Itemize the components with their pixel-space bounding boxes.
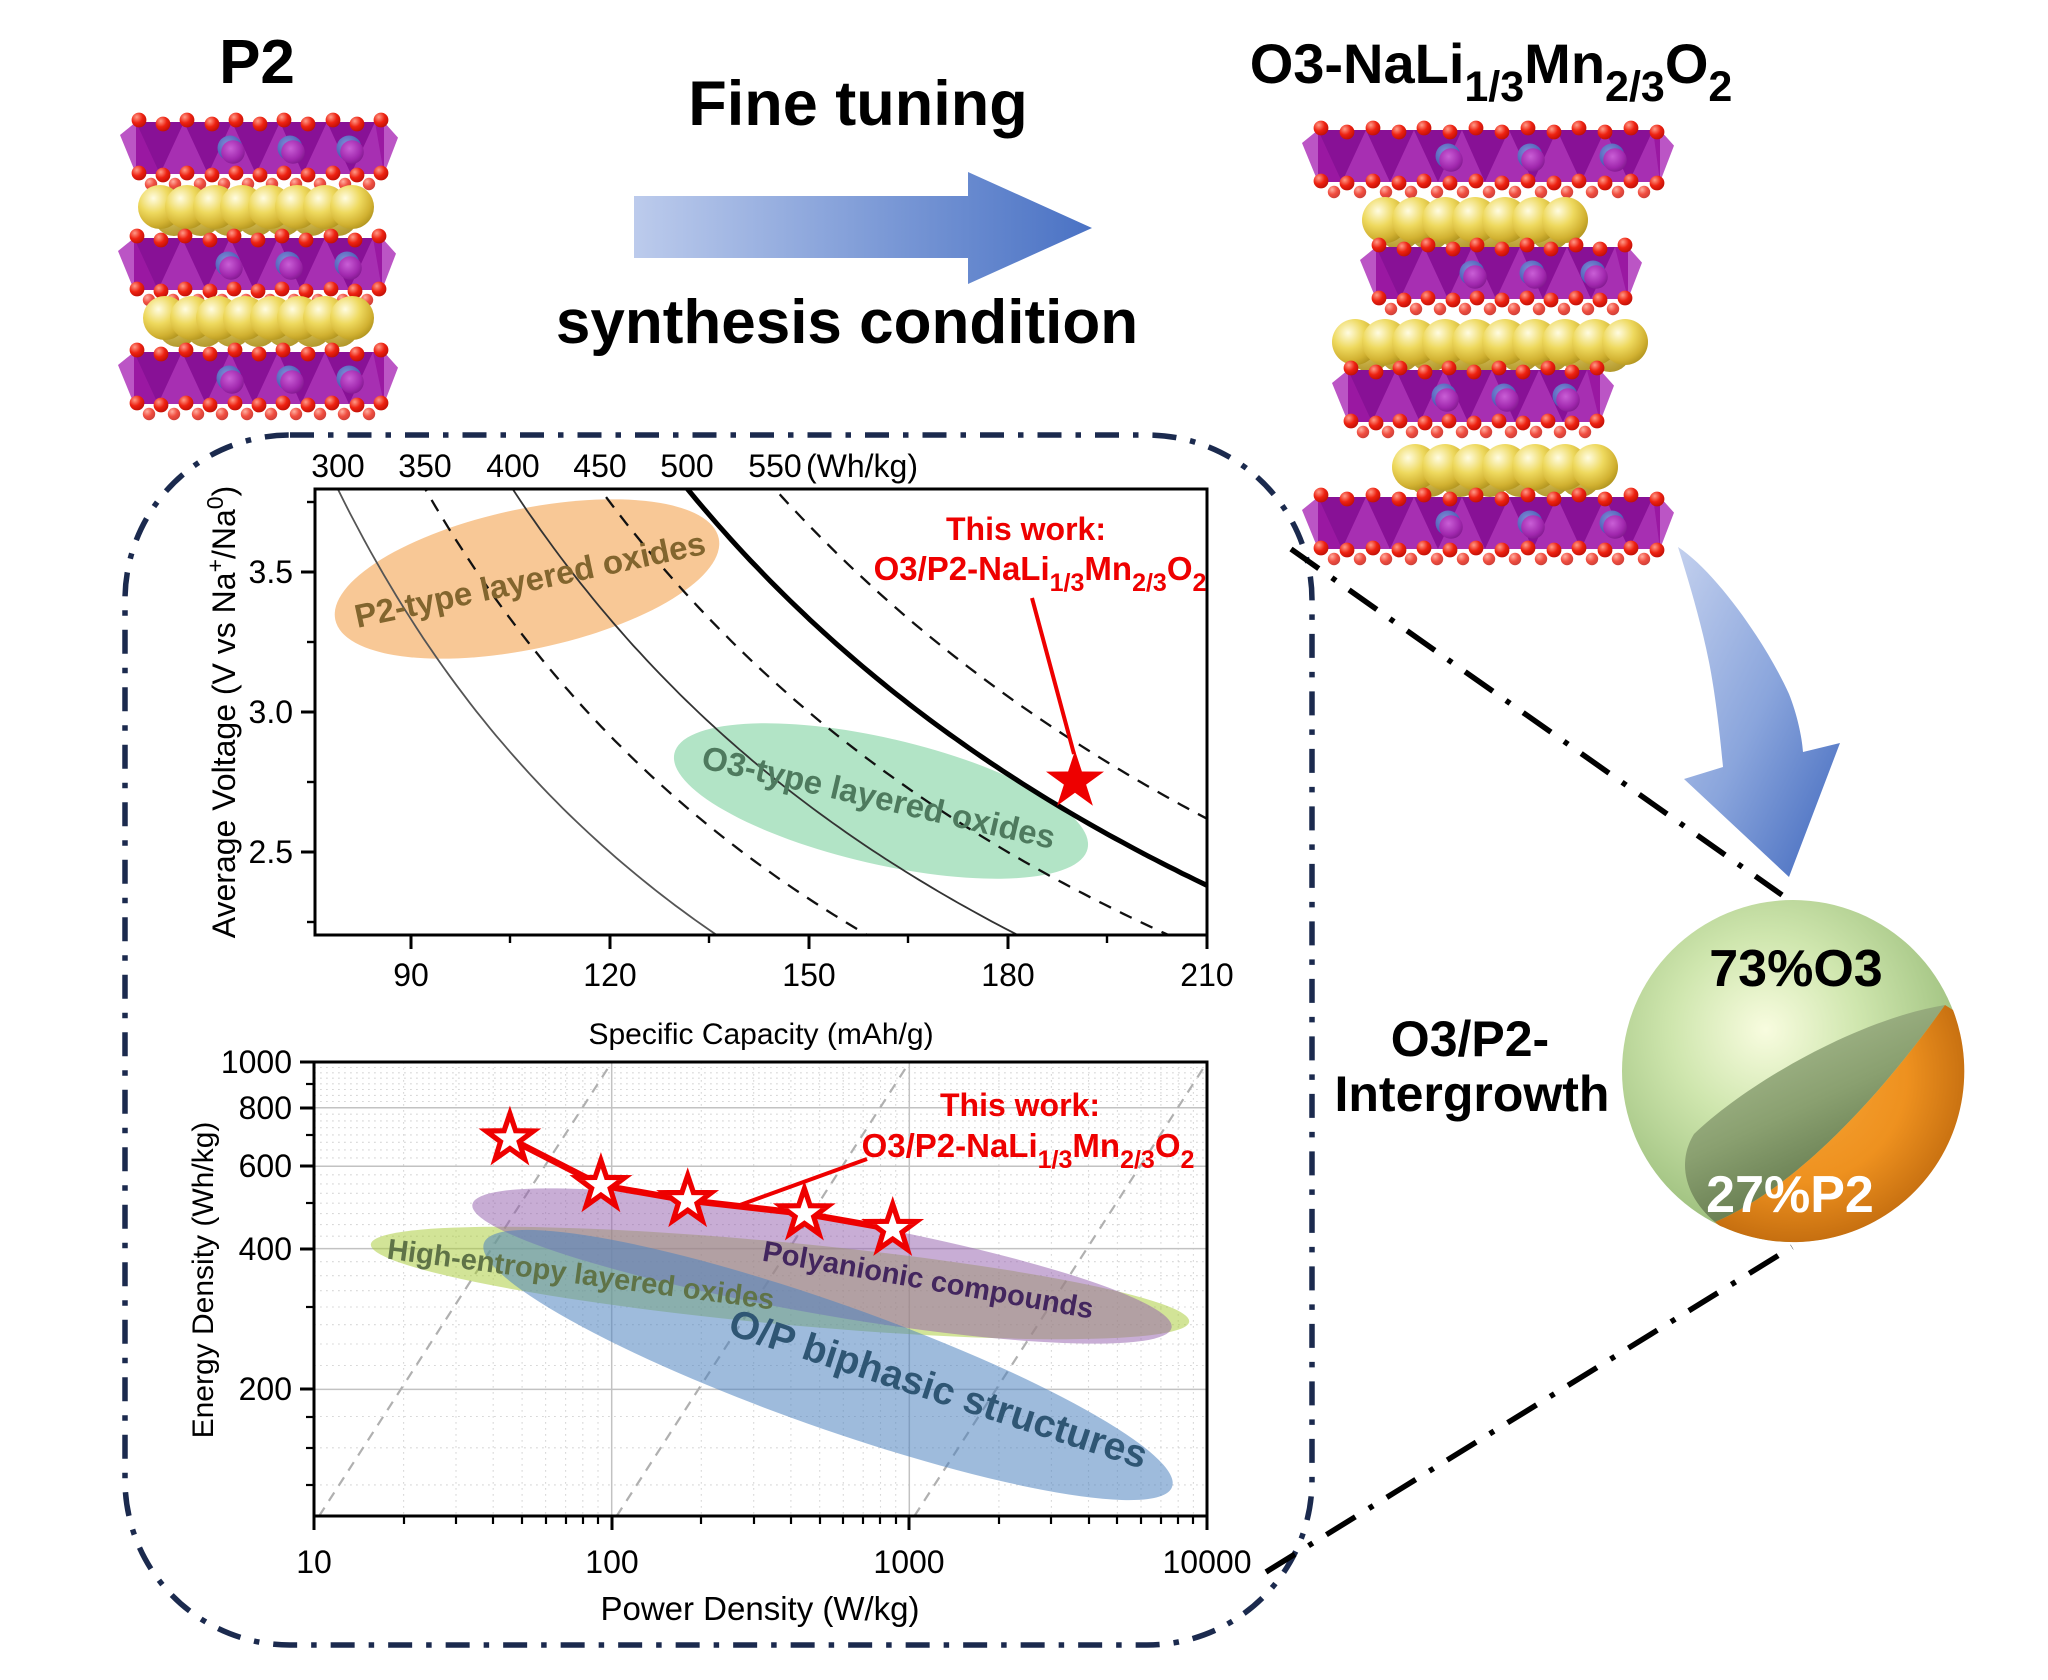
svg-text:10: 10 [296,1544,332,1580]
svg-text:200: 200 [239,1371,292,1407]
svg-text:210: 210 [1180,957,1233,993]
svg-text:10000: 10000 [1163,1544,1252,1580]
svg-text:Power Density (W/kg): Power Density (W/kg) [600,1590,919,1627]
svg-text:27%P2: 27%P2 [1706,1166,1874,1224]
svg-text:2.5: 2.5 [249,834,293,870]
svg-text:550: 550 [748,448,801,484]
svg-text:600: 600 [239,1148,292,1184]
svg-text:3.0: 3.0 [249,694,293,730]
svg-text:73%O3: 73%O3 [1709,940,1882,998]
svg-text:400: 400 [486,448,539,484]
svg-text:150: 150 [782,957,835,993]
svg-text:350: 350 [398,448,451,484]
svg-text:This work:: This work: [946,511,1106,547]
svg-text:1000: 1000 [873,1544,944,1580]
svg-text:500: 500 [660,448,713,484]
svg-text:This work:: This work: [940,1087,1100,1123]
svg-text:180: 180 [981,957,1034,993]
svg-text:Fine tuning: Fine tuning [688,69,1027,139]
svg-text:100: 100 [585,1544,638,1580]
svg-text:120: 120 [583,957,636,993]
svg-text:(Wh/kg): (Wh/kg) [806,448,918,484]
svg-text:300: 300 [311,448,364,484]
svg-text:3.5: 3.5 [249,554,293,590]
svg-text:90: 90 [393,957,429,993]
svg-text:450: 450 [573,448,626,484]
svg-text:Specific Capacity (mAh/g): Specific Capacity (mAh/g) [588,1018,933,1051]
svg-text:O3/P2-: O3/P2- [1391,1011,1549,1067]
svg-text:1000: 1000 [221,1044,292,1080]
svg-text:400: 400 [239,1231,292,1267]
svg-text:P2: P2 [219,28,295,97]
svg-text:synthesis condition: synthesis condition [556,288,1138,357]
svg-text:Energy Density (Wh/kg): Energy Density (Wh/kg) [187,1122,220,1439]
svg-text:Intergrowth: Intergrowth [1335,1066,1610,1122]
svg-text:Average Voltage (V vs Na+/Na0): Average Voltage (V vs Na+/Na0) [202,486,242,939]
svg-text:800: 800 [239,1090,292,1126]
